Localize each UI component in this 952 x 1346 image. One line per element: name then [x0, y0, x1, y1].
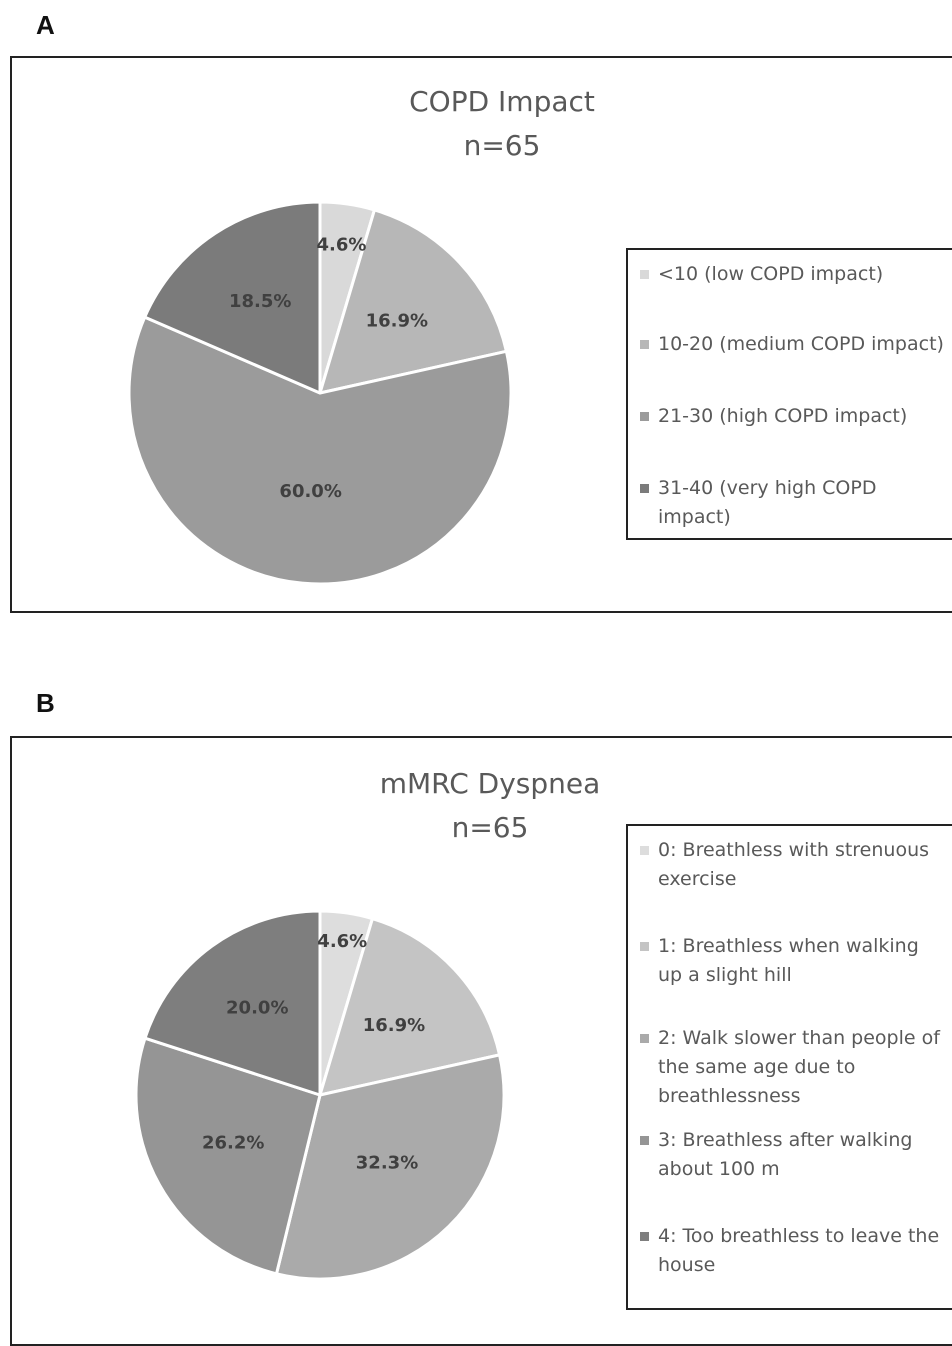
pie-b: 4.6% 16.9% 32.3% 26.2% 20.0%: [134, 909, 506, 1281]
panel-b-chart: mMRC Dyspnea n=65 4.6% 16.9% 32.3% 26.2% 20.…: [10, 736, 952, 1346]
slice-value-label: 16.9%: [366, 310, 428, 331]
legend-a: <10 (low COPD impact) 10-20 (medium COPD …: [626, 248, 952, 540]
legend-swatch: [640, 270, 649, 279]
chart-a-subtitle: n=65: [463, 129, 541, 162]
pie-slice: [274, 1053, 506, 1281]
legend-label: 1: Breathless when walking up a slight h…: [658, 935, 919, 986]
slice-value-label: 60.0%: [279, 481, 341, 502]
legend-swatch: [640, 340, 649, 349]
legend-swatch: [640, 1136, 649, 1145]
legend-item: 3: Breathless after walking about 100 m: [640, 1126, 948, 1184]
legend-swatch: [640, 1034, 649, 1043]
legend-label: 31-40 (very high COPD impact): [658, 477, 877, 528]
legend-swatch: [640, 484, 649, 493]
pie-slice: [143, 200, 322, 395]
pie-slice: [127, 315, 513, 586]
panel-b-letter: B: [36, 688, 55, 718]
slice-value-label: 32.3%: [356, 1152, 418, 1173]
pie-slice: [318, 208, 508, 395]
slice-value-label: 18.5%: [229, 291, 291, 312]
slice-value-label: 16.9%: [363, 1015, 425, 1036]
legend-label: 4: Too breathless to leave the house: [658, 1225, 940, 1276]
legend-label: 0: Breathless with strenuous exercise: [658, 839, 930, 890]
legend-item: 1: Breathless when walking up a slight h…: [640, 932, 948, 990]
legend-swatch: [640, 412, 649, 421]
slice-value-label: 4.6%: [316, 235, 366, 256]
legend-swatch: [640, 942, 649, 951]
legend-item: 0: Breathless with strenuous exercise: [640, 836, 948, 894]
pie-a: 4.6% 16.9% 60.0% 18.5%: [127, 200, 513, 586]
legend-b: 0: Breathless with strenuous exercise 1: …: [626, 824, 952, 1310]
legend-item: 31-40 (very high COPD impact): [640, 474, 948, 532]
legend-item: 4: Too breathless to leave the house: [640, 1222, 948, 1280]
pie-slice: [143, 909, 322, 1097]
legend-label: 2: Walk slower than people of the same a…: [658, 1027, 940, 1107]
slice-value-label: 20.0%: [226, 998, 288, 1019]
legend-swatch: [640, 1232, 649, 1241]
legend-item: <10 (low COPD impact): [640, 260, 948, 289]
pie-slice: [134, 1036, 322, 1276]
legend-label: 10-20 (medium COPD impact): [658, 333, 944, 355]
legend-label: <10 (low COPD impact): [658, 263, 884, 285]
chart-b-subtitle: n=65: [451, 811, 529, 844]
chart-a-title: COPD Impact: [409, 85, 595, 118]
legend-label: 3: Breathless after walking about 100 m: [658, 1129, 913, 1180]
legend-item: 2: Walk slower than people of the same a…: [640, 1024, 948, 1111]
slice-value-label: 26.2%: [202, 1132, 264, 1153]
panel-a-letter: A: [36, 10, 55, 40]
panel-a-chart: COPD Impact n=65 4.6% 16.9% 60.0% 18.5% <10…: [10, 56, 952, 613]
legend-swatch: [640, 846, 649, 855]
chart-b-title: mMRC Dyspnea: [379, 767, 601, 800]
legend-item: 21-30 (high COPD impact): [640, 402, 948, 431]
slice-value-label: 4.6%: [317, 931, 367, 952]
legend-label: 21-30 (high COPD impact): [658, 405, 908, 427]
pie-slice: [318, 917, 502, 1097]
legend-item: 10-20 (medium COPD impact): [640, 330, 948, 359]
